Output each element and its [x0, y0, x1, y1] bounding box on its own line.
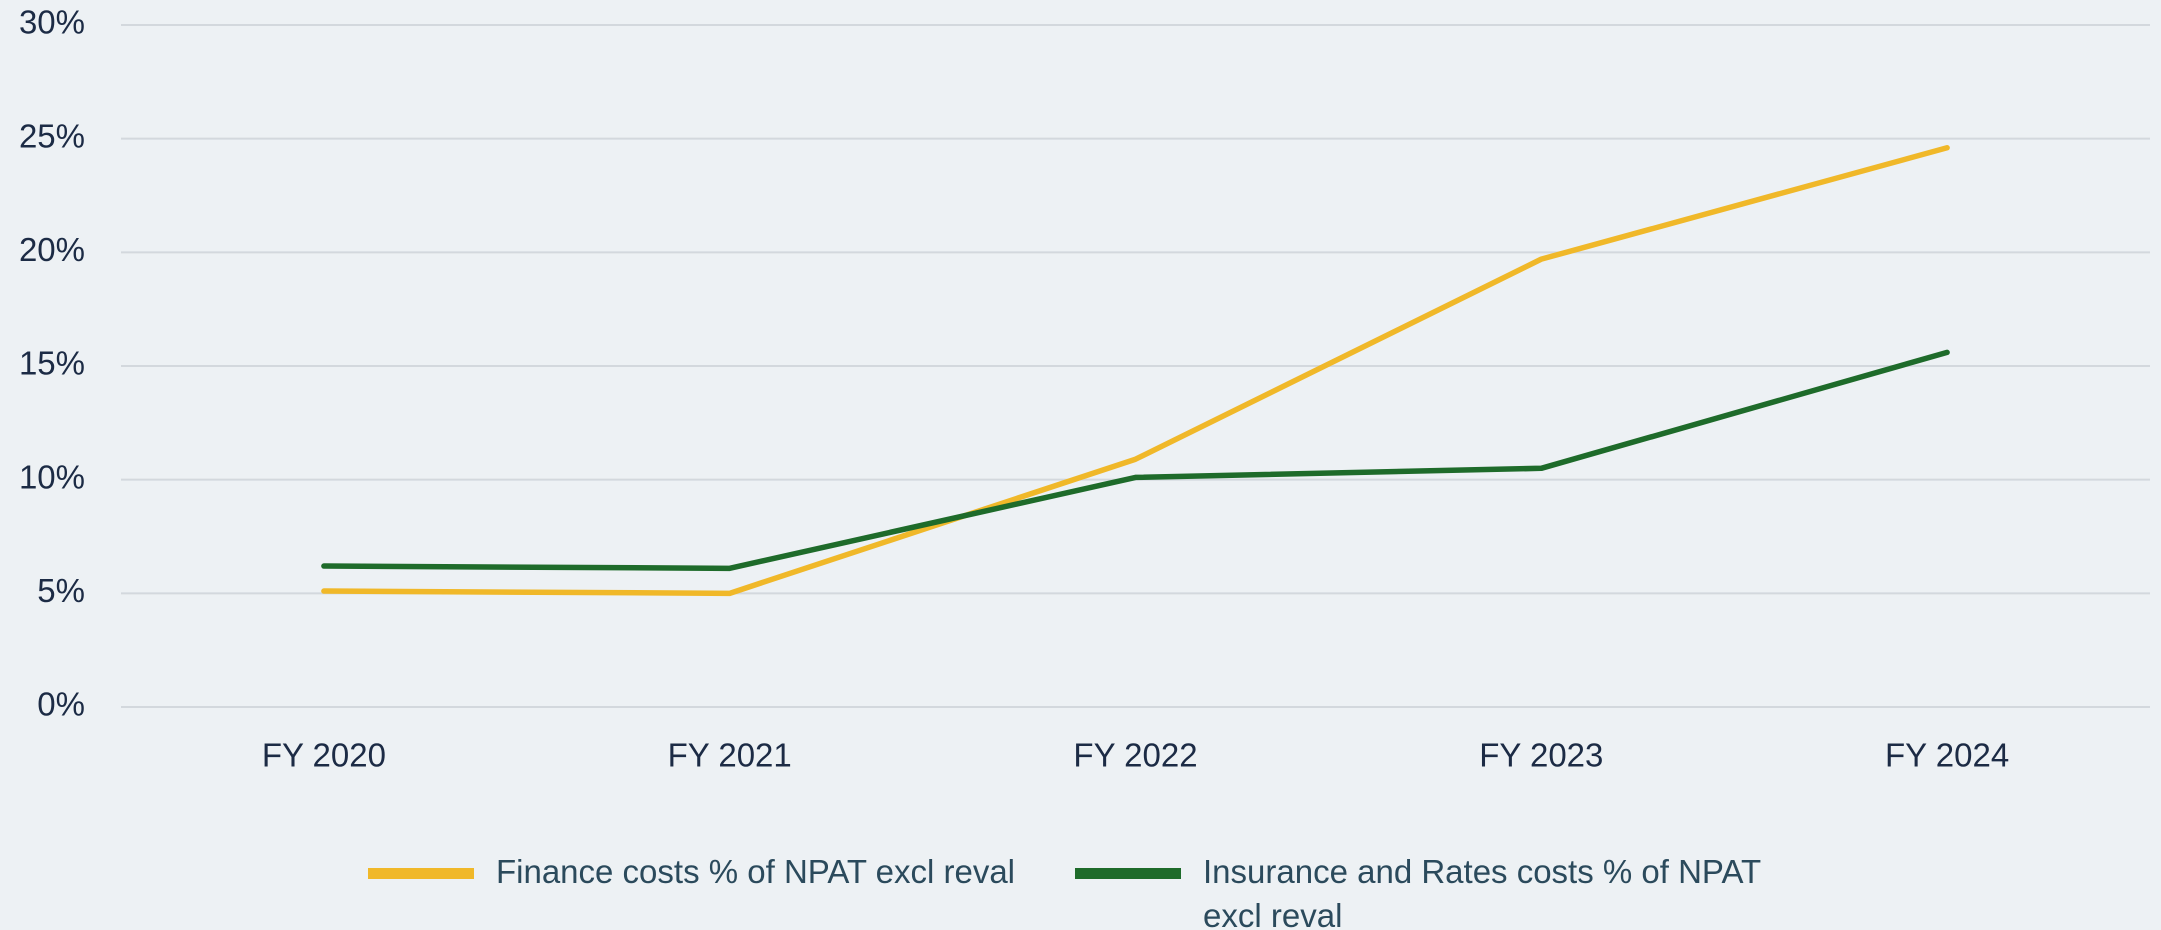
series-line — [321, 349, 1950, 572]
legend-label: Insurance and Rates costs % of NPAT excl… — [1203, 853, 1761, 930]
y-tick-label: 0% — [37, 686, 85, 723]
y-tick-label: 10% — [19, 458, 85, 495]
y-tick-label: 30% — [19, 4, 85, 41]
x-tick-label: FY 2024 — [1885, 737, 2009, 774]
x-tick-label: FY 2023 — [1479, 737, 1603, 774]
y-tick-label: 25% — [19, 117, 85, 154]
x-tick-label: FY 2022 — [1073, 737, 1197, 774]
chart: 0% 5% 10% 15% 20% 25% 30% FY 2020 FY 2021 FY 2022… — [19, 4, 2150, 774]
legend-item: Insurance and Rates costs % of NPAT excl… — [1075, 850, 1793, 930]
legend-swatch — [367, 868, 474, 879]
y-tick-label: 20% — [19, 231, 85, 268]
legend-item: Finance costs % of NPAT excl reval — [367, 850, 1016, 930]
y-tick-label: 5% — [37, 572, 85, 609]
y-tick-label: 15% — [19, 345, 85, 382]
legend: Finance costs % of NPAT excl reval Insura… — [0, 850, 2161, 930]
x-tick-label: FY 2020 — [262, 737, 386, 774]
series-line — [321, 145, 1950, 597]
legend-label: Finance costs % of NPAT excl reval — [495, 853, 1016, 890]
x-tick-label: FY 2021 — [668, 737, 792, 774]
legend-swatch — [1075, 868, 1182, 879]
